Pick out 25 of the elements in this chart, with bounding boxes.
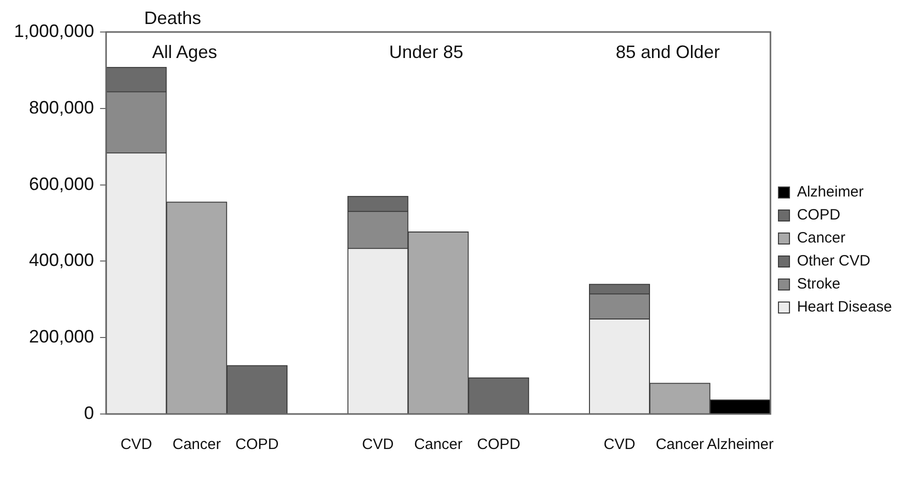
y-tick-label: 400,000 bbox=[29, 250, 94, 270]
annotation: Under 85 bbox=[389, 42, 464, 62]
legend-label: Cancer bbox=[796, 230, 846, 247]
y-tick-label: 600,000 bbox=[29, 174, 94, 194]
legend-label: Other CVD bbox=[796, 252, 870, 270]
y-tick-label: 0 bbox=[84, 402, 94, 423]
x-tick-label: Alzheimer bbox=[706, 436, 774, 454]
x-tick-label: CVD bbox=[120, 436, 152, 454]
legend-label: Alzheimer bbox=[796, 184, 864, 201]
x-tick-label: Cancer bbox=[172, 436, 221, 454]
x-tick-label: Cancer bbox=[656, 436, 704, 454]
x-tick-label: Cancer bbox=[414, 436, 462, 454]
legend-label: COPD bbox=[796, 206, 840, 224]
y-axis-title: Deaths bbox=[144, 8, 202, 28]
y-tick-label: 200,000 bbox=[29, 326, 94, 347]
x-tick-label: CVD bbox=[362, 436, 394, 454]
x-tick-label: CVD bbox=[604, 436, 636, 454]
y-tick-label: 800,000 bbox=[29, 97, 94, 118]
legend-label: Stroke bbox=[796, 276, 840, 293]
x-tick-label: COPD bbox=[235, 436, 279, 454]
legend-label: Heart Disease bbox=[796, 298, 892, 316]
annotation: 85 and Older bbox=[616, 42, 720, 62]
x-tick-label: COPD bbox=[476, 436, 520, 454]
y-tick-label: 1,000,000 bbox=[14, 20, 94, 41]
annotation: All Ages bbox=[152, 42, 218, 62]
